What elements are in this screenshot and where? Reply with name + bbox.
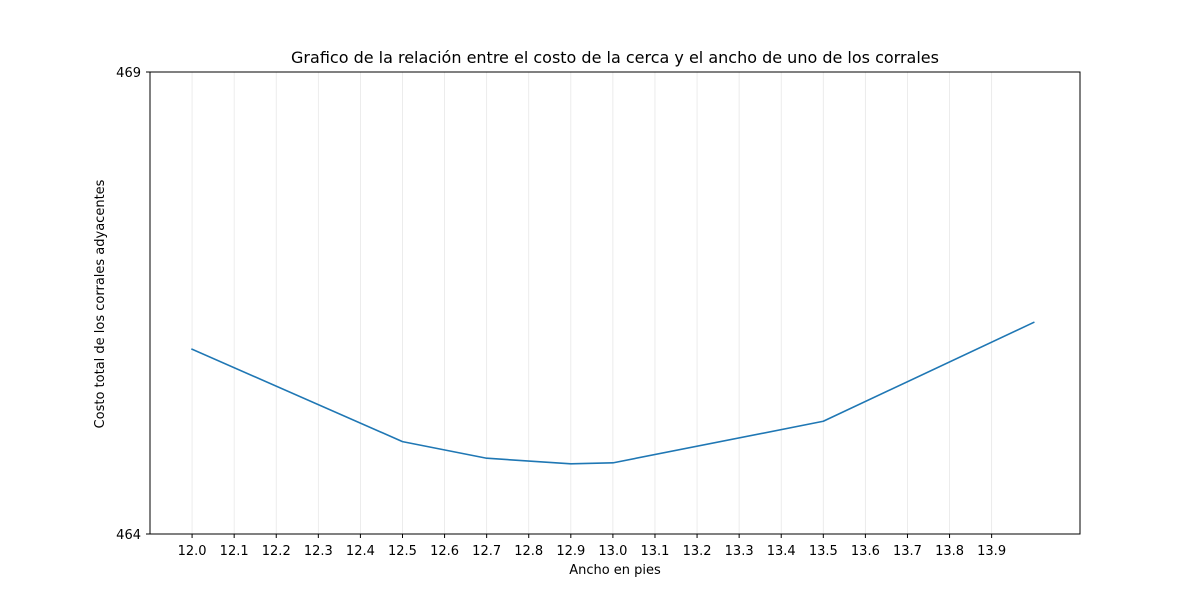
series-line (191, 321, 1035, 465)
x-tick-label: 12.5 (388, 544, 417, 559)
x-tick-label: 13.6 (851, 544, 880, 559)
x-tick-label: 13.3 (725, 544, 754, 559)
series-lines (191, 321, 1035, 465)
chart-title: Grafico de la relación entre el costo de… (291, 48, 939, 67)
x-tick-label: 13.8 (935, 544, 964, 559)
x-tick-label: 12.9 (556, 544, 585, 559)
x-axis-ticks: 12.0 12.1 12.2 12.3 12.4 12.5 12.6 12.7 12.8 12.9… (178, 534, 1006, 559)
y-axis-label: Costo total de los corrales adyacentes (93, 179, 108, 428)
x-tick-label: 13.9 (977, 544, 1006, 559)
x-tick-label: 13.4 (767, 544, 796, 559)
x-tick-label: 13.0 (598, 544, 627, 559)
y-tick-label: 469 (116, 66, 141, 81)
x-tick-label: 12.7 (472, 544, 501, 559)
x-tick-label: 13.1 (641, 544, 670, 559)
x-tick-label: 13.5 (809, 544, 838, 559)
x-axis-label: Ancho en pies (569, 563, 661, 578)
plot-frame (149, 71, 1081, 535)
grid-lines (191, 72, 993, 534)
x-tick-label: 12.3 (304, 544, 333, 559)
x-tick-label: 12.2 (262, 544, 291, 559)
y-tick-label: 464 (116, 528, 141, 543)
x-tick-label: 13.7 (893, 544, 922, 559)
x-tick-label: 13.2 (683, 544, 712, 559)
y-axis-ticks: 464 469 (116, 66, 150, 543)
x-tick-label: 12.0 (178, 544, 207, 559)
x-tick-label: 12.1 (220, 544, 249, 559)
x-tick-label: 12.6 (430, 544, 459, 559)
x-tick-label: 12.4 (346, 544, 375, 559)
x-tick-label: 12.8 (514, 544, 543, 559)
